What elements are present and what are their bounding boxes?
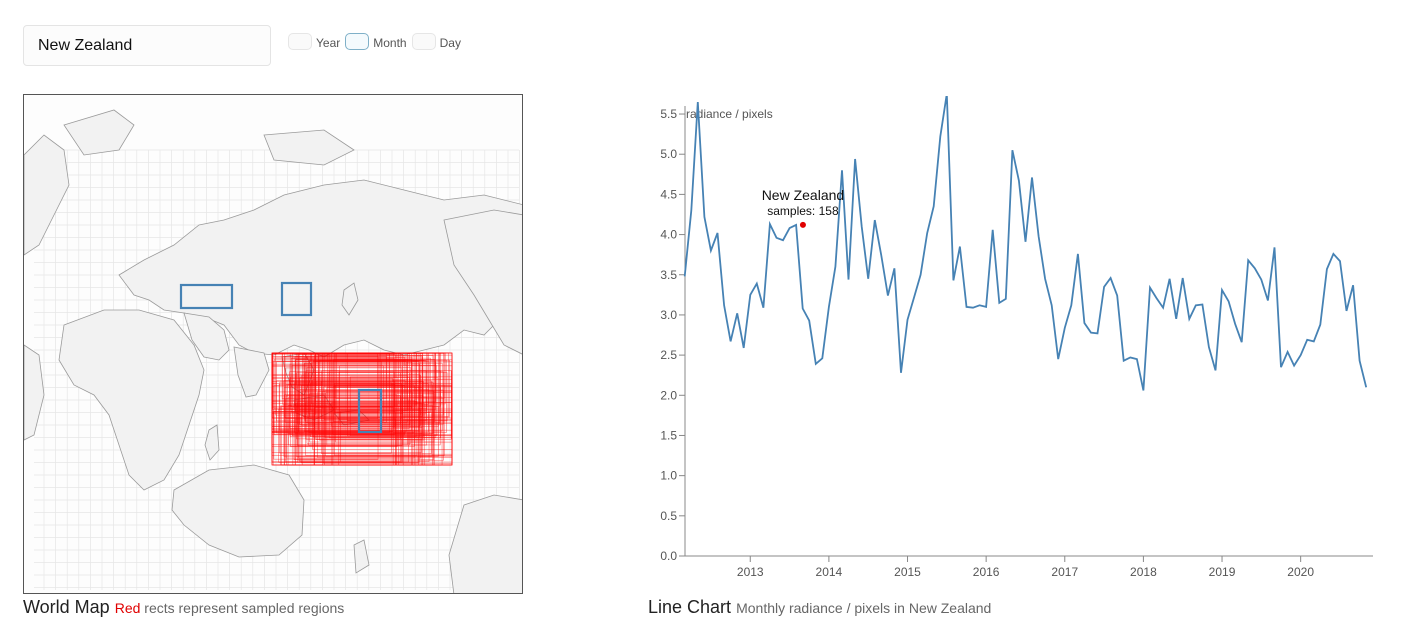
year-radio[interactable] bbox=[288, 33, 312, 50]
y-axis-label: radiance / pixels bbox=[686, 107, 773, 121]
x-tick-label: 2018 bbox=[1130, 565, 1157, 579]
year-label: Year bbox=[316, 36, 341, 50]
americas-west-landmass bbox=[24, 134, 70, 441]
madagascar-landmass bbox=[204, 424, 220, 461]
x-tick-label: 2019 bbox=[1209, 565, 1236, 579]
x-tick-label: 2014 bbox=[816, 565, 843, 579]
granularity-month-option[interactable]: Month bbox=[345, 33, 407, 50]
arabia-landmass bbox=[183, 312, 230, 361]
y-tick-label: 2.0 bbox=[660, 388, 677, 402]
tooltip: New Zealand samples: 158 bbox=[762, 187, 845, 228]
map-caption-title: World Map bbox=[23, 597, 110, 617]
granularity-day-option[interactable]: Day bbox=[411, 33, 461, 50]
y-tick-label: 3.5 bbox=[660, 268, 677, 282]
x-tick-label: 2017 bbox=[1051, 565, 1078, 579]
map-caption-rest: rects represent sampled regions bbox=[140, 600, 345, 616]
granularity-selector: Year Month Day bbox=[288, 33, 466, 50]
world-map[interactable] bbox=[23, 94, 523, 594]
month-label: Month bbox=[373, 36, 407, 50]
day-radio[interactable] bbox=[411, 33, 436, 50]
y-tick-label: 3.0 bbox=[660, 308, 677, 322]
y-tick-label: 4.0 bbox=[660, 228, 677, 242]
y-tick-label: 1.5 bbox=[660, 428, 677, 442]
y-tick-label: 5.0 bbox=[660, 147, 677, 161]
chart-caption: Line Chart Monthly radiance / pixels in … bbox=[648, 597, 991, 618]
series-line bbox=[683, 96, 1368, 391]
india-landmass bbox=[233, 346, 270, 398]
tooltip-title: New Zealand bbox=[762, 187, 845, 203]
y-tick-label: 0.0 bbox=[660, 549, 677, 563]
eurasia-landmass bbox=[118, 179, 522, 358]
country-search-box[interactable] bbox=[23, 25, 271, 66]
map-caption: World Map Red rects represent sampled re… bbox=[23, 597, 344, 618]
country-regions bbox=[179, 281, 383, 434]
arctic-landmass bbox=[63, 109, 355, 166]
map-land bbox=[24, 109, 522, 593]
granularity-year-option[interactable]: Year bbox=[288, 33, 340, 50]
region-rect-central-asia[interactable] bbox=[179, 283, 234, 310]
month-radio[interactable] bbox=[345, 33, 370, 50]
y-tick-label: 0.5 bbox=[660, 509, 677, 523]
x-tick-label: 2013 bbox=[737, 565, 764, 579]
tooltip-samples: samples: 158 bbox=[767, 204, 839, 218]
africa-landmass bbox=[58, 309, 205, 491]
x-tick-label: 2020 bbox=[1287, 565, 1314, 579]
tooltip-point bbox=[799, 221, 806, 228]
region-rect-east-asia[interactable] bbox=[280, 281, 313, 317]
y-tick-label: 1.0 bbox=[660, 469, 677, 483]
x-axis: 2013 2014 2015 2016 2017 2018 2019 2020 bbox=[685, 555, 1373, 579]
line-chart: radiance / pixels 0.0 0.5 1.0 1.5 2.0 2.5 3.0 3… bbox=[660, 96, 1373, 579]
y-tick-label: 4.5 bbox=[660, 187, 677, 201]
chart-caption-title: Line Chart bbox=[648, 597, 732, 617]
x-tick-label: 2016 bbox=[973, 565, 1000, 579]
chart-caption-subtitle: Monthly radiance / pixels in New Zealand bbox=[736, 600, 992, 616]
new-zealand-landmass bbox=[353, 539, 370, 574]
americas-east-landmass bbox=[443, 209, 522, 593]
sampled-regions bbox=[271, 352, 453, 466]
y-axis: 0.0 0.5 1.0 1.5 2.0 2.5 3.0 3.5 4.0 4.5 5.0 5.5 bbox=[660, 106, 686, 563]
map-caption-highlight: Red bbox=[114, 600, 141, 616]
country-search-input[interactable] bbox=[24, 26, 270, 65]
y-tick-label: 5.5 bbox=[660, 107, 677, 121]
australia-landmass bbox=[171, 464, 305, 558]
x-tick-label: 2015 bbox=[894, 565, 921, 579]
japan-landmass bbox=[341, 282, 359, 316]
world-map-svg bbox=[24, 109, 522, 593]
y-tick-label: 2.5 bbox=[660, 348, 677, 362]
day-label: Day bbox=[439, 36, 461, 50]
region-rect-selected[interactable] bbox=[357, 388, 383, 434]
